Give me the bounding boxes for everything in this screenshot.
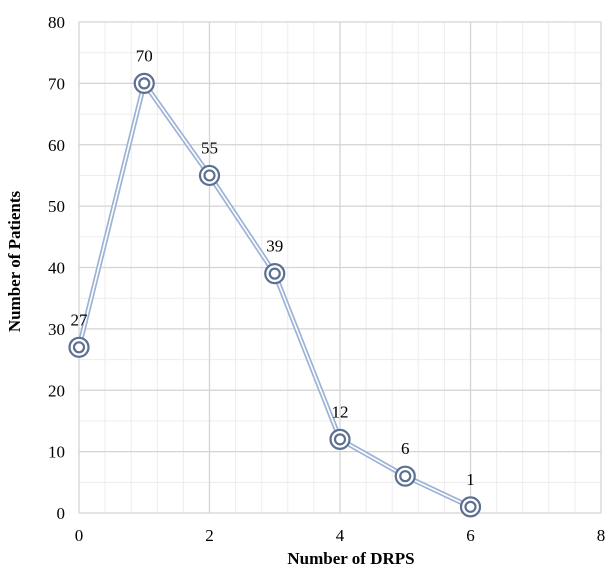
y-tick-label: 70 (48, 74, 65, 93)
series (68, 72, 482, 518)
x-tick-label: 8 (597, 526, 606, 545)
data-label: 39 (266, 237, 283, 256)
point-marker-inner (464, 500, 477, 513)
data-point (198, 164, 221, 187)
y-tick-label: 40 (48, 259, 65, 278)
y-tick-label: 50 (48, 197, 65, 216)
x-tick-label: 6 (466, 526, 475, 545)
y-axis-title: Number of Patients (5, 190, 24, 332)
point-marker-inner (399, 470, 412, 483)
y-tick-label: 30 (48, 320, 65, 339)
data-labels: 27 70 55 39 12 6 1 (71, 46, 475, 488)
y-tick-label: 80 (48, 13, 65, 32)
grid (78, 21, 602, 514)
data-label: 55 (201, 138, 218, 157)
point-marker-inner (203, 169, 216, 182)
x-tick-label: 0 (75, 526, 84, 545)
x-tick-label: 2 (205, 526, 214, 545)
series-line-inner (78, 82, 471, 508)
point-marker-inner (138, 77, 151, 90)
data-point (133, 72, 155, 94)
data-point (394, 465, 416, 487)
data-label: 27 (71, 310, 89, 329)
data-label: 70 (136, 46, 153, 65)
data-label: 1 (466, 470, 475, 489)
data-point (264, 263, 286, 285)
y-tick-label: 10 (48, 443, 65, 462)
point-marker-inner (268, 267, 281, 280)
data-point (459, 496, 482, 518)
y-tick-label: 0 (57, 504, 66, 523)
y-tick-label: 60 (48, 136, 65, 155)
y-tick-label: 20 (48, 381, 65, 400)
data-label: 12 (332, 402, 349, 421)
series-line-outer (76, 80, 472, 510)
point-marker-inner (333, 433, 347, 446)
data-label: 6 (401, 439, 410, 458)
x-axis-title: Number of DRPS (287, 549, 414, 568)
x-tick-label: 4 (336, 526, 345, 545)
point-marker-inner (72, 341, 86, 354)
data-point (329, 428, 351, 450)
data-point (68, 336, 90, 358)
